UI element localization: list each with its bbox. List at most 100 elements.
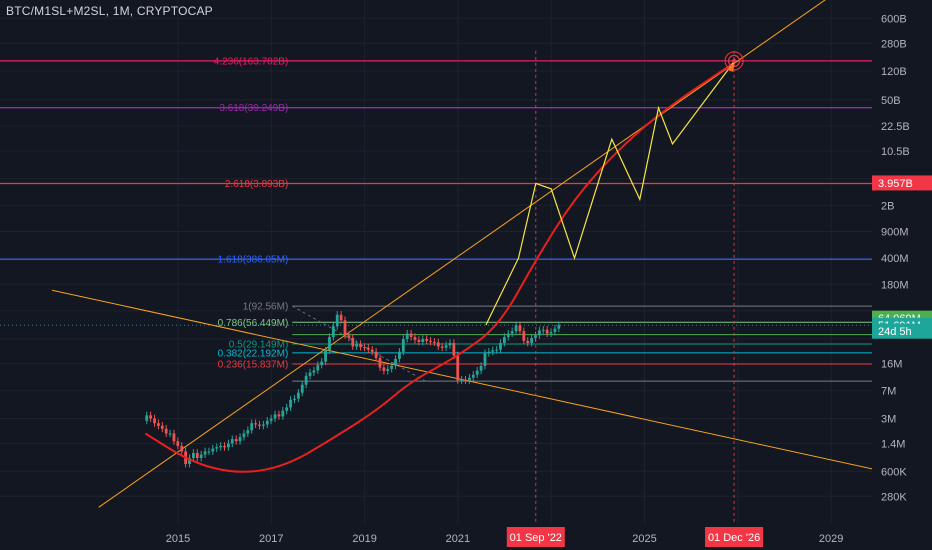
candle-body: [452, 343, 456, 356]
candle-body: [433, 341, 436, 343]
fib-level-label: 0.5(29.149M): [229, 339, 288, 350]
candle-body: [401, 338, 405, 352]
candle-body: [300, 384, 304, 393]
fib-level-label: 1.618(386.05M): [218, 255, 289, 266]
candle-body: [351, 337, 355, 347]
candle-body: [549, 331, 553, 334]
candle-body: [537, 330, 541, 336]
candle-body: [526, 340, 530, 344]
candle-body: [312, 370, 316, 373]
candle-body: [219, 445, 223, 448]
candle-body: [479, 365, 483, 371]
candle-body: [374, 351, 378, 358]
rising-trendline: [98, 0, 826, 508]
candle-body: [331, 326, 335, 338]
y-tick-label: 280K: [881, 491, 907, 503]
candle-body: [468, 377, 471, 381]
projection-path: [485, 61, 735, 326]
price-badge-text: 3.957B: [878, 178, 913, 190]
fib-level-label: 2.618(3.893B): [225, 179, 288, 190]
candle-body: [149, 415, 153, 419]
candle-body: [347, 335, 351, 338]
fib-level-label: 1(92.56M): [243, 302, 289, 313]
trend-lines: [51, 0, 897, 524]
candle-body: [370, 349, 374, 352]
candle-body: [320, 361, 324, 366]
grid: [0, 0, 872, 524]
y-tick-label: 3M: [881, 414, 896, 426]
candle-body: [265, 420, 269, 425]
x-tick-label: 2015: [166, 533, 190, 545]
x-tick-label: 2019: [352, 533, 376, 545]
candle-body: [157, 423, 160, 426]
candle-body: [324, 350, 327, 362]
candle-body: [413, 337, 417, 340]
candle-body: [328, 337, 331, 351]
y-tick-label: 400M: [881, 253, 909, 265]
candle-body: [199, 454, 203, 458]
y-tick-label: 1.4M: [881, 439, 905, 451]
candle-body: [191, 452, 195, 458]
candle-body: [378, 357, 382, 368]
candle-body: [180, 445, 184, 452]
candle-body: [530, 337, 534, 344]
candle-body: [487, 351, 491, 354]
candle-body: [223, 445, 226, 448]
symbol-title[interactable]: BTC/M1SL+M2SL, 1M, CRYPTOCAP: [6, 4, 213, 18]
x-tick-label: 2021: [446, 533, 470, 545]
x-axis-bg: [0, 524, 932, 550]
candle-body: [421, 338, 425, 342]
y-tick-label: 2B: [881, 200, 894, 212]
candle-body: [168, 433, 172, 435]
candle-body: [172, 433, 176, 442]
y-tick-label: 22.5B: [881, 121, 910, 133]
date-badge-text: 01 Sep '22: [510, 532, 562, 544]
candle-body: [483, 353, 487, 366]
parabolic-curve: [144, 61, 735, 473]
candle-body: [277, 414, 281, 417]
candle-body: [359, 344, 362, 348]
candle-body: [390, 365, 394, 369]
price-badge: [872, 323, 932, 339]
fib-level-label: 0.382(22.192M): [218, 348, 289, 359]
candle-body: [429, 340, 432, 342]
candle-body: [522, 331, 526, 341]
candle-body: [207, 451, 211, 453]
fib-trend-dashed: [292, 305, 426, 382]
candle-body: [339, 314, 343, 321]
falling-trendline: [51, 289, 897, 475]
candle-body: [203, 451, 207, 455]
candle-body: [281, 410, 285, 417]
candle-body: [269, 418, 273, 421]
candle-body: [335, 314, 339, 327]
candle-body: [425, 338, 429, 341]
candle-body: [464, 379, 467, 381]
candle-body: [296, 392, 300, 399]
candle-body: [164, 428, 168, 434]
candle-body: [409, 333, 413, 338]
candle-body: [188, 457, 191, 464]
y-tick-label: 16M: [881, 359, 902, 371]
candle-body: [258, 424, 261, 426]
candle-body: [366, 347, 370, 350]
y-tick-label: 600K: [881, 466, 907, 478]
candle-body: [308, 372, 312, 376]
date-badge: [506, 527, 565, 547]
candle-body: [534, 335, 537, 338]
date-badge-text: 01 Dec '26: [708, 532, 760, 544]
candle-body: [153, 418, 156, 424]
candle-body: [250, 423, 254, 431]
candle-body: [363, 347, 366, 349]
y-tick-label: 900M: [881, 226, 909, 238]
fib-level-label: 0.786(56.449M): [218, 318, 289, 329]
arrow-head: [727, 61, 736, 72]
x-axis: 2015 2017 2019 2021 2025 2029: [0, 524, 932, 550]
date-badge: [705, 527, 764, 547]
y-axis: 1.3T600B280B120B50B22.5B10.5B2B900M400M1…: [872, 0, 932, 550]
candle-body: [234, 439, 238, 442]
candle-body: [316, 365, 320, 371]
candle-body: [557, 325, 561, 329]
y-tick-label: 120B: [881, 66, 907, 78]
candle-body: [343, 320, 347, 336]
